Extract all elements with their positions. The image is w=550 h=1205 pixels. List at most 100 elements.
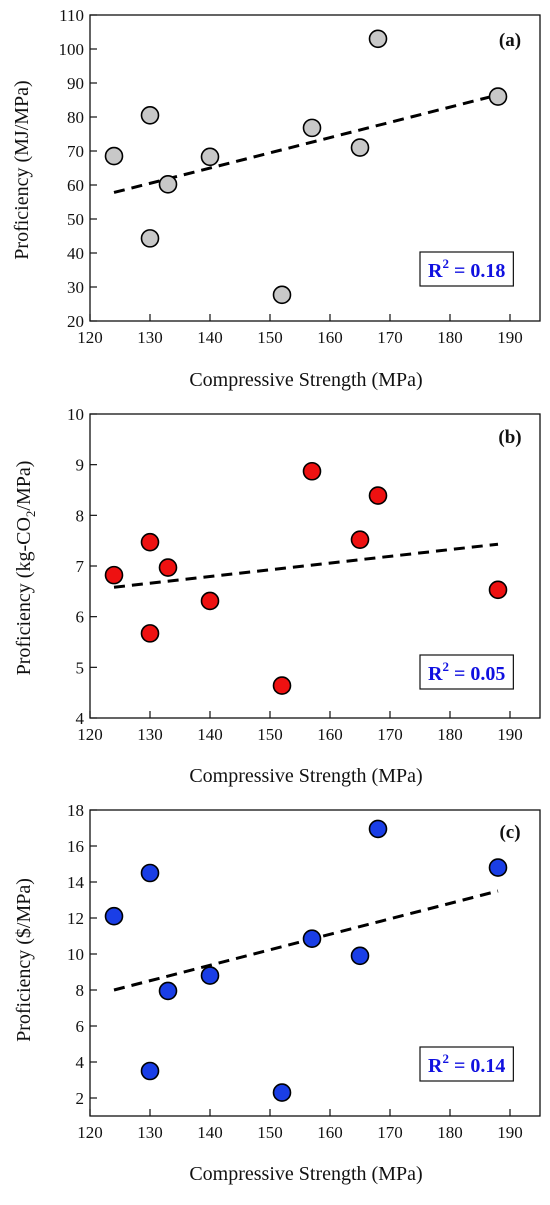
panel-b-x-tick-label: 180 <box>437 725 463 744</box>
panel-c-data-point <box>200 966 220 985</box>
panel-c-y-tick-label: 18 <box>67 801 84 820</box>
panel-c-x-tick-label: 130 <box>137 1123 163 1142</box>
panel-a-y-tick-label: 60 <box>67 176 84 195</box>
panel-a-data-point <box>158 175 178 194</box>
panel-b-y-tick-label: 7 <box>76 557 85 576</box>
panel-c-x-tick-label: 180 <box>437 1123 463 1142</box>
panel-a-data-point <box>200 147 220 167</box>
panel-b-x-tick-label: 190 <box>497 725 523 744</box>
panel-b-y-tick-label: 9 <box>76 456 85 475</box>
panel-b: 120 130 140 150 160 170 180 190 4 5 6 7 8 9 10 (b) Com… <box>13 405 541 787</box>
panel-b-plot: 120 130 140 150 160 170 180 190 4 5 6 7 8 9 10 <box>67 405 541 744</box>
panel-c-y-tick-label: 4 <box>76 1053 85 1072</box>
panel-a-y-tick-label: 90 <box>67 74 84 93</box>
panel-c-data-point <box>140 863 160 883</box>
panel-c-data-point <box>350 946 370 966</box>
panel-a-trendline <box>113 93 499 194</box>
panel-a-x-tick-label: 140 <box>197 328 223 347</box>
panel-c-y-tick-label: 14 <box>67 873 85 892</box>
panel-c-data-point <box>272 1083 292 1102</box>
panel-c-y-axis-title: Proficiency ($/MPa) <box>13 878 35 1042</box>
panel-c-plot: 120 130 140 150 160 170 180 190 2 4 6 8 10 12 14 16 18 <box>67 801 541 1142</box>
panel-a-r2-box <box>419 251 514 287</box>
panel-a-data-point <box>368 29 388 49</box>
panel-b-data-point <box>350 530 370 549</box>
panel-a-x-tick-label: 130 <box>137 328 163 347</box>
panel-a-x-tick-label: 150 <box>257 328 283 347</box>
panel-c-data-point <box>158 981 178 1001</box>
panel-b-x-tick-label: 150 <box>257 725 283 744</box>
panel-c-data-point <box>488 858 508 877</box>
panel-c-x-tick-label: 150 <box>257 1123 283 1142</box>
panel-a-data-point <box>272 285 292 305</box>
panel-c-y-tick-label: 12 <box>67 909 84 928</box>
panel-a-y-tick-label: 80 <box>67 108 84 127</box>
panel-b-r2-annotation: R2 = 0.05 <box>428 659 505 685</box>
panel-a-plot: 120 130 140 150 160 170 180 190 20 30 40 50 60 70 80 90… <box>59 6 541 347</box>
panel-b-data-point <box>140 624 160 643</box>
panel-b-x-tick-label: 170 <box>377 725 403 744</box>
panel-a-x-tick-label: 120 <box>77 328 103 347</box>
panel-a-data-point <box>140 106 160 125</box>
panel-a-data-point <box>350 138 370 157</box>
panel-b-r2-box <box>419 654 514 690</box>
panel-c-x-axis-title: Compressive Strength (MPa) <box>189 1163 422 1185</box>
panel-b-data-point <box>104 565 124 585</box>
panel-a-y-tick-label: 50 <box>67 210 84 229</box>
panel-c-y-tick-label: 2 <box>76 1089 85 1108</box>
panel-b-x-tick-label: 130 <box>137 725 163 744</box>
panel-b-label: (b) <box>498 427 521 448</box>
panel-b-trendline <box>113 542 499 589</box>
panel-a-x-tick-label: 180 <box>437 328 463 347</box>
panel-c-data-point <box>302 929 322 949</box>
panel-a-y-tick-label: 70 <box>67 142 84 161</box>
panel-b-data-point <box>158 558 178 577</box>
panel-c-data-point <box>368 819 388 839</box>
panel-a-y-tick-label: 20 <box>67 312 84 331</box>
panel-a-y-tick-label: 110 <box>59 6 84 25</box>
panel-a-data-point <box>488 87 508 106</box>
panel-c-y-tick-label: 6 <box>76 1017 85 1036</box>
panel-a-plot-frame <box>89 14 541 322</box>
panel-c-data-point <box>104 906 124 926</box>
panel-c-y-tick-label: 8 <box>76 981 85 1000</box>
panel-c-label: (c) <box>499 822 520 843</box>
panel-b-x-axis-title: Compressive Strength (MPa) <box>189 765 422 787</box>
panel-a-x-tick-label: 170 <box>377 328 403 347</box>
panel-c-y-tick-label: 16 <box>67 837 84 856</box>
panel-b-x-tick-label: 120 <box>77 725 103 744</box>
panel-c-x-tick-label: 190 <box>497 1123 523 1142</box>
panel-a-data-point <box>104 146 124 166</box>
panel-a-label: (a) <box>499 30 521 51</box>
panel-a-y-tick-label: 40 <box>67 244 84 263</box>
panel-b-data-point <box>488 580 508 600</box>
panel-b-x-tick-label: 140 <box>197 725 223 744</box>
panel-a-y-tick-label: 30 <box>67 278 84 297</box>
panel-a-y-axis-title: Proficiency (MJ/MPa) <box>11 80 33 259</box>
panel-b-x-tick-label: 160 <box>317 725 343 744</box>
panel-c-x-tick-label: 120 <box>77 1123 103 1142</box>
panel-b-y-tick-label: 6 <box>76 608 85 627</box>
panel-b-y-tick-label: 8 <box>76 506 85 525</box>
panel-c-y-tick-label: 10 <box>67 945 84 964</box>
panel-a-x-tick-label: 160 <box>317 328 343 347</box>
panel-c: 120 130 140 150 160 170 180 190 2 4 6 8 10 12 14 16 18 (… <box>13 801 541 1185</box>
panel-b-y-tick-label: 4 <box>76 709 85 728</box>
panel-a: 120 130 140 150 160 170 180 190 20 30 40 50 60 70 80 90… <box>11 6 541 391</box>
panel-b-data-point <box>272 676 292 695</box>
panel-c-plot-frame <box>89 809 541 1117</box>
panel-c-r2-annotation: R2 = 0.14 <box>428 1051 505 1077</box>
panel-b-data-point <box>368 486 388 505</box>
panel-c-x-tick-label: 140 <box>197 1123 223 1142</box>
panel-a-data-point <box>140 229 160 248</box>
panel-b-y-tick-label: 5 <box>76 658 85 677</box>
panel-a-y-tick-label: 100 <box>59 40 85 59</box>
panel-a-r2-annotation: R2 = 0.18 <box>428 256 505 282</box>
panel-b-data-point <box>302 461 322 481</box>
panel-b-data-point <box>200 591 220 611</box>
panel-a-x-axis-title: Compressive Strength (MPa) <box>189 369 422 391</box>
panel-c-r2-box <box>419 1046 514 1082</box>
panel-b-y-tick-label: 10 <box>67 405 84 424</box>
